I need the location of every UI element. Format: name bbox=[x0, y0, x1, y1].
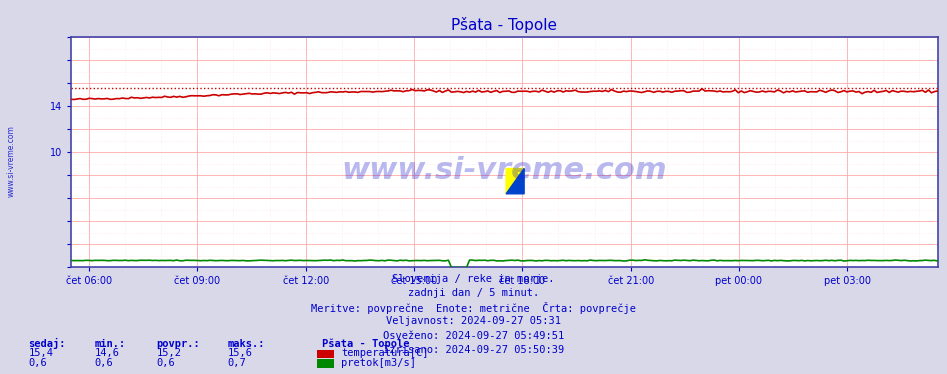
Text: temperatura[C]: temperatura[C] bbox=[341, 348, 428, 358]
Text: 15,4: 15,4 bbox=[28, 348, 53, 358]
Text: min.:: min.: bbox=[95, 339, 126, 349]
Text: Meritve: povprečne  Enote: metrične  Črta: povprečje: Meritve: povprečne Enote: metrične Črta:… bbox=[311, 302, 636, 314]
Text: 0,6: 0,6 bbox=[28, 358, 47, 368]
Text: Slovenija / reke in morje.: Slovenija / reke in morje. bbox=[392, 274, 555, 284]
Text: Veljavnost: 2024-09-27 05:31: Veljavnost: 2024-09-27 05:31 bbox=[386, 316, 561, 327]
Text: Pšata - Topole: Pšata - Topole bbox=[322, 338, 409, 349]
Text: zadnji dan / 5 minut.: zadnji dan / 5 minut. bbox=[408, 288, 539, 298]
Text: maks.:: maks.: bbox=[227, 339, 265, 349]
Polygon shape bbox=[506, 169, 524, 194]
Text: pretok[m3/s]: pretok[m3/s] bbox=[341, 358, 416, 368]
Text: 0,7: 0,7 bbox=[227, 358, 246, 368]
Polygon shape bbox=[506, 169, 524, 194]
Text: Izrisano: 2024-09-27 05:50:39: Izrisano: 2024-09-27 05:50:39 bbox=[383, 345, 564, 355]
Title: Pšata - Topole: Pšata - Topole bbox=[452, 18, 557, 33]
Text: www.si-vreme.com: www.si-vreme.com bbox=[7, 125, 16, 197]
Text: povpr.:: povpr.: bbox=[156, 339, 200, 349]
Text: 15,2: 15,2 bbox=[156, 348, 181, 358]
Text: 14,6: 14,6 bbox=[95, 348, 119, 358]
Text: 0,6: 0,6 bbox=[156, 358, 175, 368]
Text: 15,6: 15,6 bbox=[227, 348, 252, 358]
Text: Osveženo: 2024-09-27 05:49:51: Osveženo: 2024-09-27 05:49:51 bbox=[383, 331, 564, 341]
Text: 0,6: 0,6 bbox=[95, 358, 114, 368]
Text: sedaj:: sedaj: bbox=[28, 338, 66, 349]
Text: www.si-vreme.com: www.si-vreme.com bbox=[342, 156, 667, 185]
